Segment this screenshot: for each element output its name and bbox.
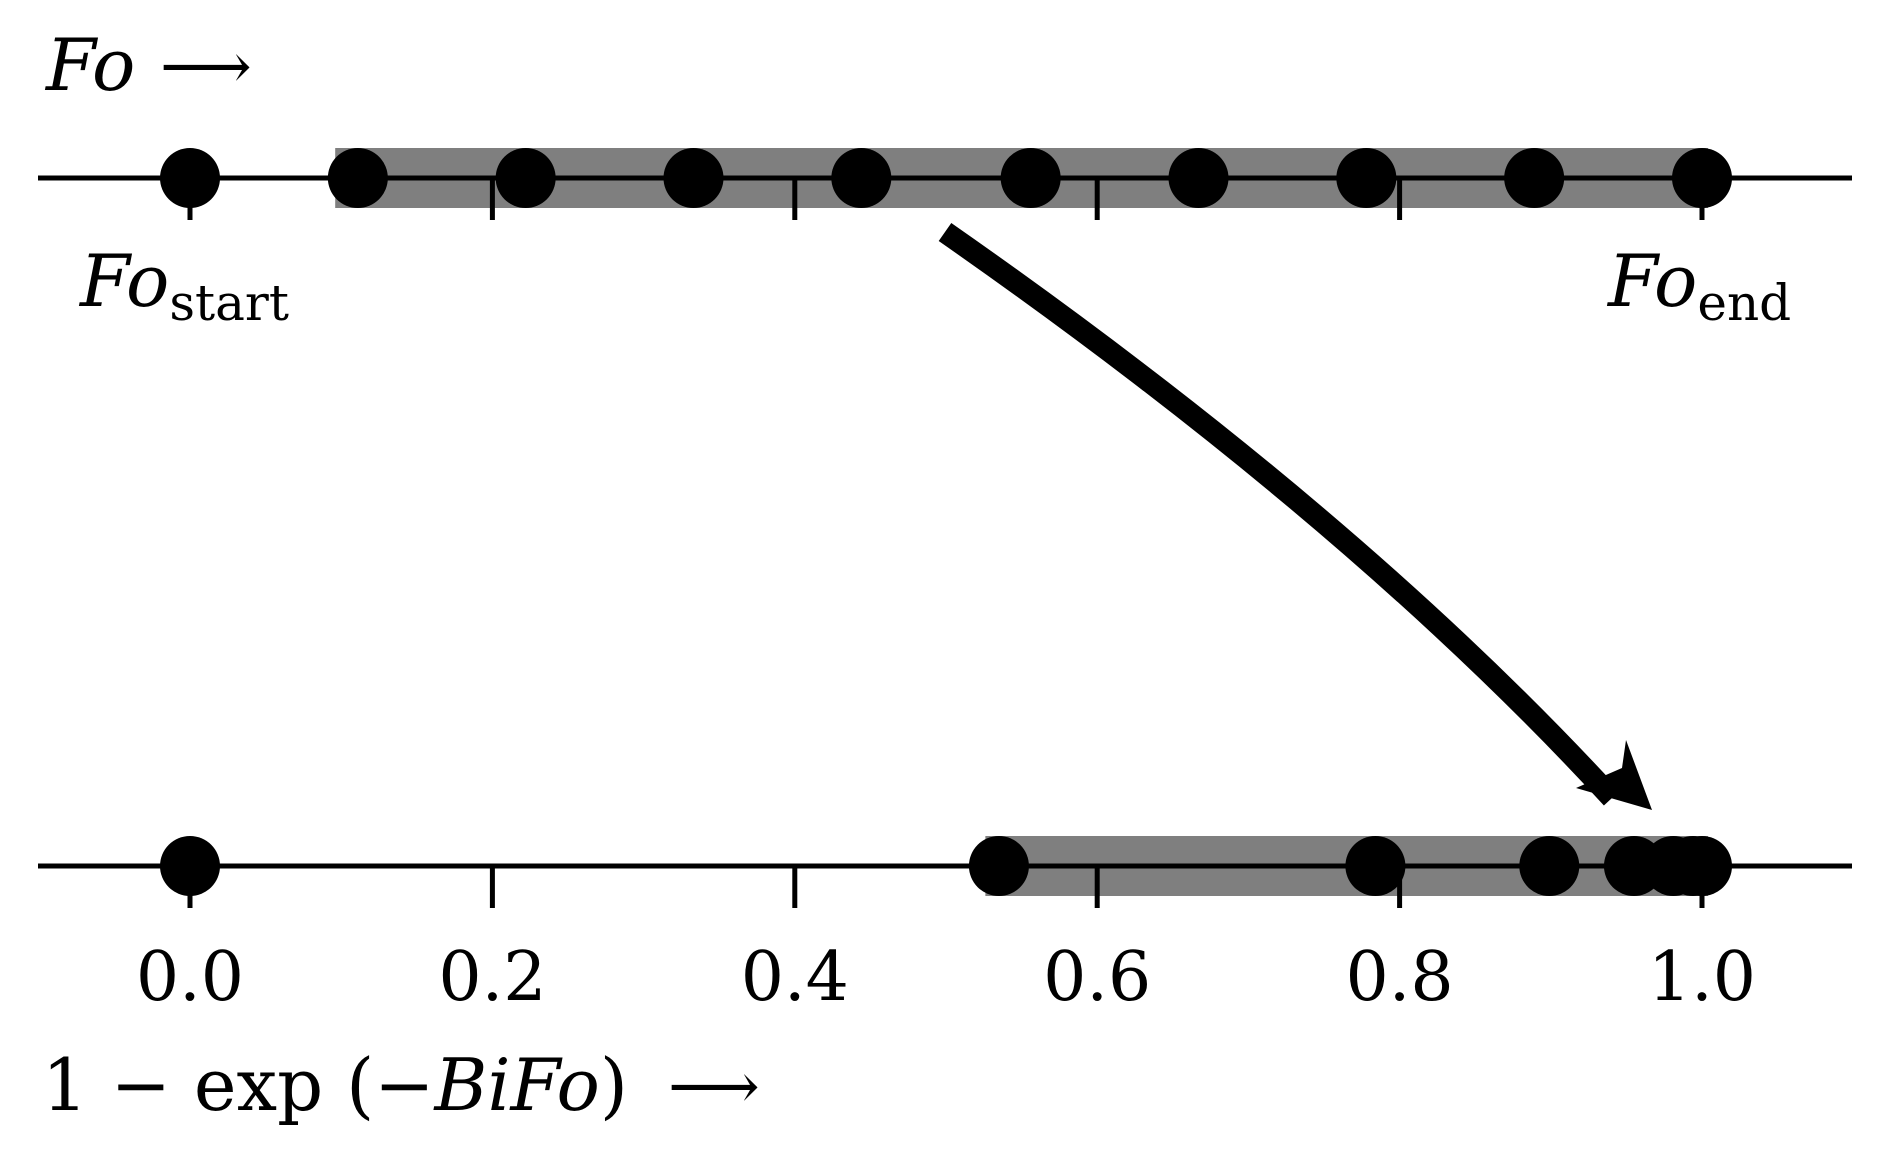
top-data-point: [1672, 148, 1732, 208]
tick-label: 1.0: [1648, 938, 1756, 1017]
mapping-arrow-head: [1576, 740, 1652, 810]
top-data-point: [831, 148, 892, 208]
mapping-arrow-shaft: [938, 222, 1621, 806]
top-data-point: [1504, 148, 1565, 208]
top-data-point: [663, 148, 724, 208]
bottom-axis-label: 1 − exp (−BiFo): [42, 1043, 628, 1127]
tick-label: 0.8: [1346, 938, 1454, 1017]
top-data-point: [495, 148, 556, 208]
fo-end-label: Foend: [1606, 239, 1791, 332]
tick-labels: 0.0 0.2 0.4 0.6 0.8 1.0: [136, 938, 1756, 1017]
bottom-data-point: [1519, 836, 1580, 896]
top-data-point: [1168, 148, 1229, 208]
top-data-point: [327, 148, 388, 208]
bottom-data-point: [1672, 836, 1732, 896]
tick-label: 0.0: [136, 938, 244, 1017]
top-axis-arrow: ⟶: [160, 30, 252, 104]
data-points: [160, 148, 1732, 896]
tick-label: 0.2: [438, 938, 546, 1017]
bottom-data-point: [160, 836, 220, 896]
fo-start-label: Fostart: [78, 239, 289, 332]
top-data-point: [160, 148, 220, 208]
top-axis-label: Fo: [44, 23, 135, 107]
bottom-data-point: [1345, 836, 1406, 896]
axis-ticks: [187, 178, 1705, 908]
top-data-point: [1000, 148, 1061, 208]
bottom-axis-arrow: ⟶: [668, 1050, 760, 1124]
highlight-bands: [335, 148, 1709, 896]
bottom-data-point: [968, 836, 1029, 896]
tick-label: 0.6: [1043, 938, 1151, 1017]
top-data-point: [1336, 148, 1397, 208]
tick-label: 0.4: [741, 938, 849, 1017]
